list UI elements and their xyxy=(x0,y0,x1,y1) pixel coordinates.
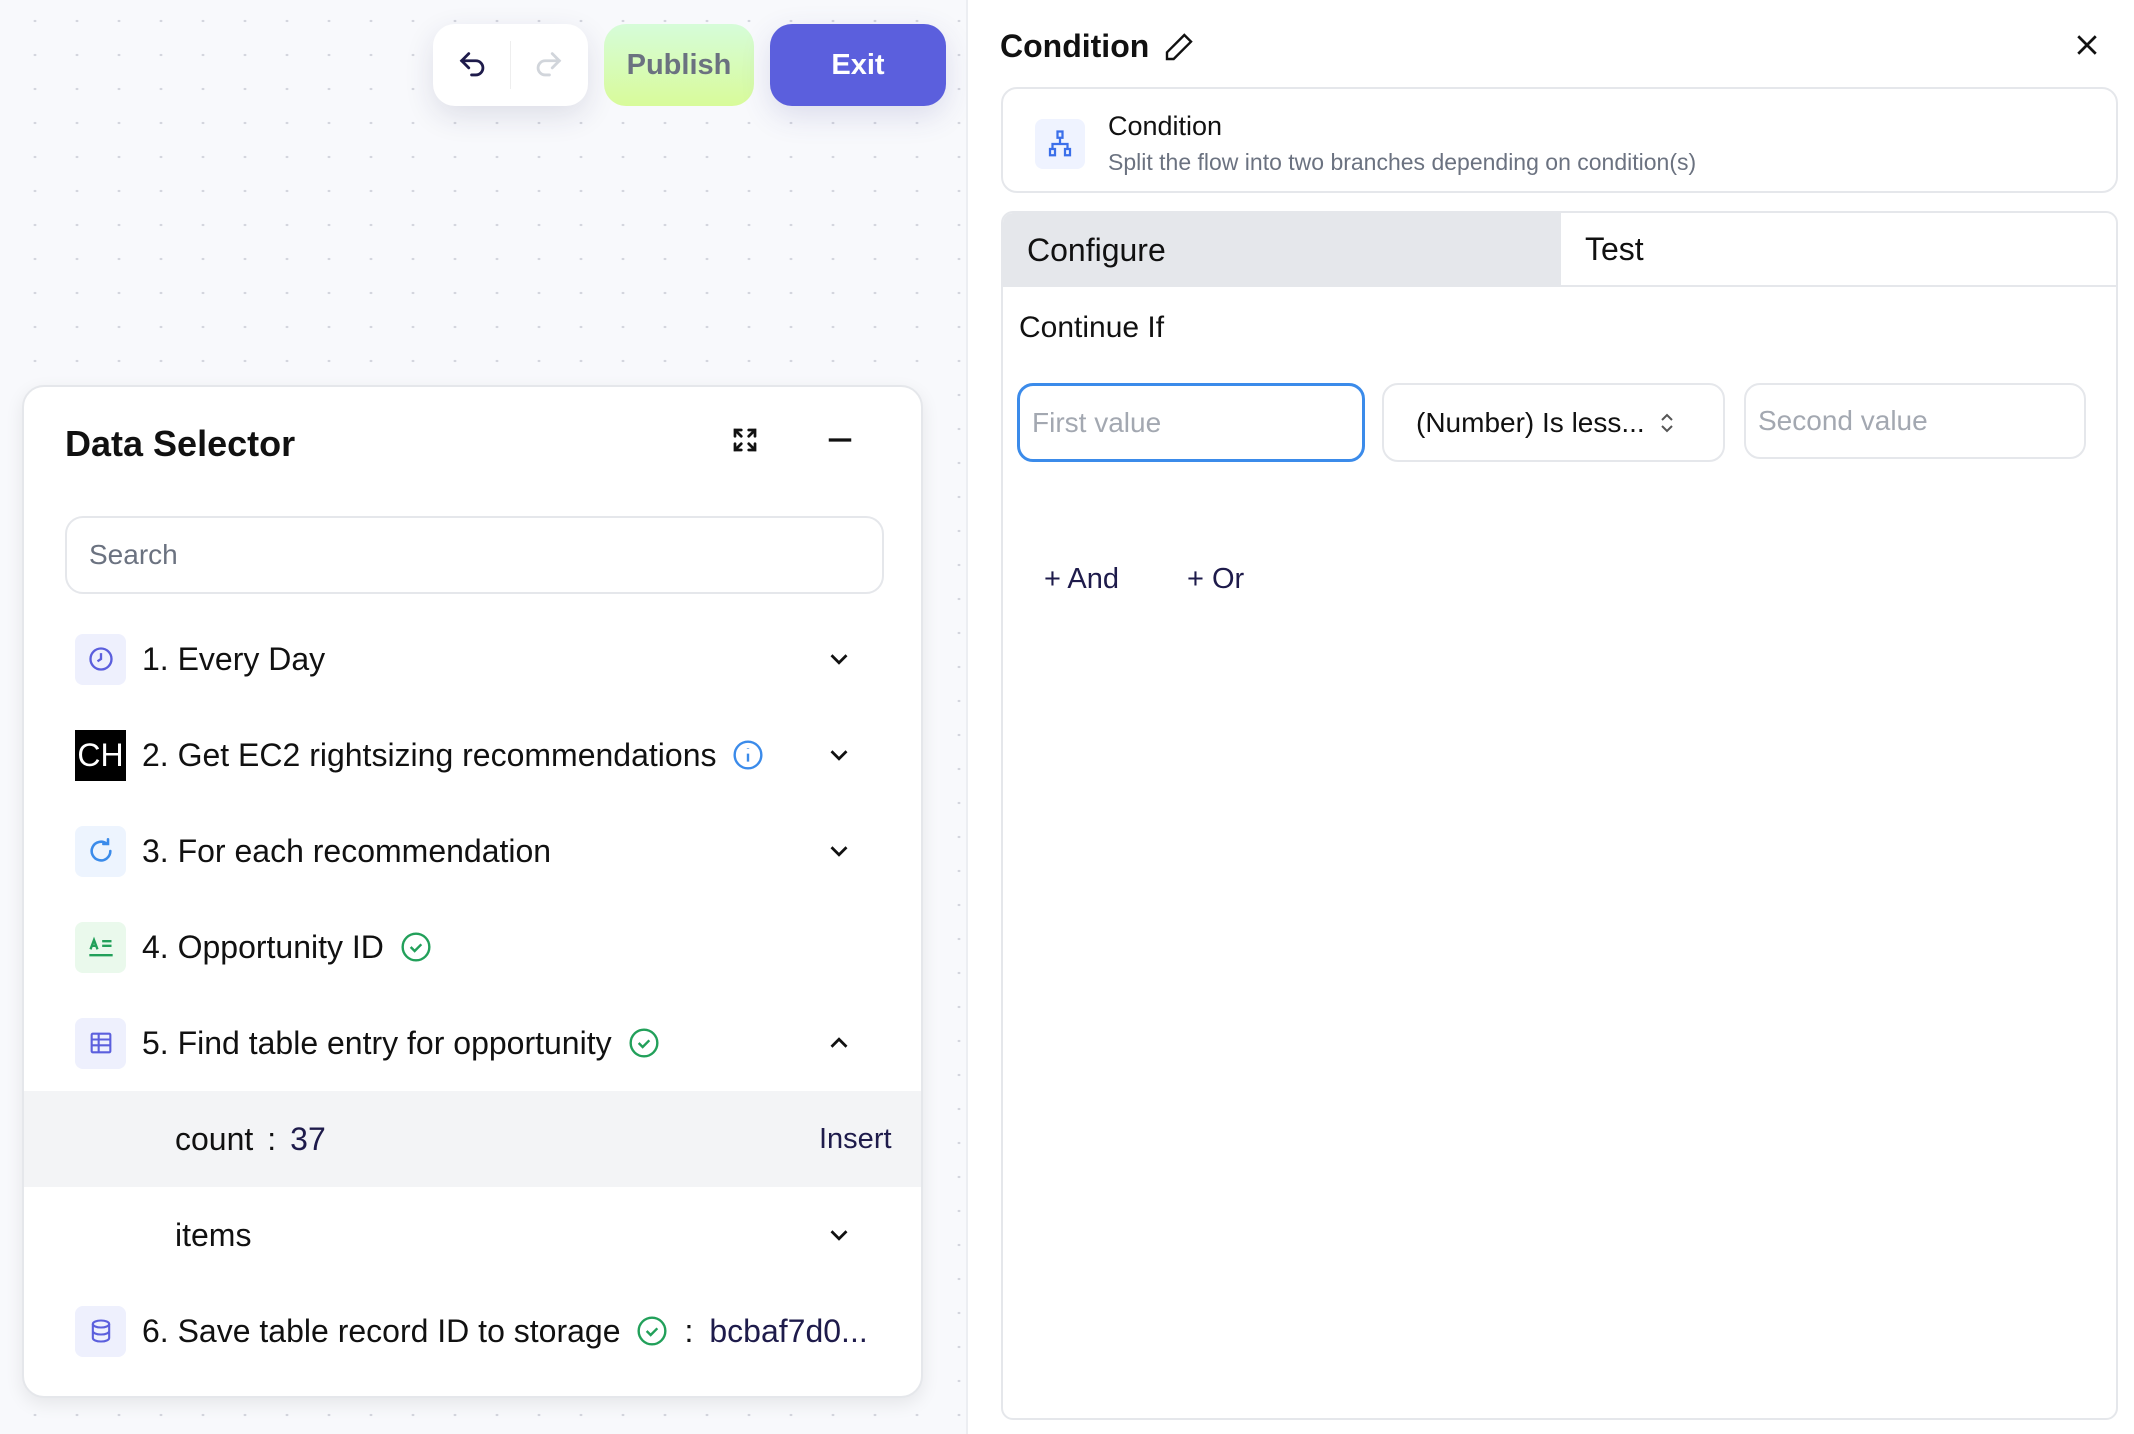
undo-icon xyxy=(459,52,485,77)
table-icon xyxy=(75,1017,126,1069)
insert-button[interactable]: Insert xyxy=(819,1122,892,1155)
loop-icon xyxy=(75,825,126,877)
clock-icon xyxy=(75,633,126,685)
undo-button[interactable] xyxy=(448,40,498,90)
text-icon xyxy=(75,921,126,973)
add-and-button[interactable]: + And xyxy=(1044,563,1119,595)
panel-title: Condition xyxy=(1000,28,1195,65)
field-items[interactable]: items xyxy=(24,1187,921,1283)
field-key: items xyxy=(175,1216,252,1253)
minus-icon xyxy=(828,438,852,442)
step-opportunity-id[interactable]: 4. Opportunity ID xyxy=(24,899,921,995)
pencil-icon[interactable] xyxy=(1163,31,1195,63)
chevron-down-icon[interactable] xyxy=(824,644,854,674)
field-count[interactable]: count : 37 Insert xyxy=(24,1091,921,1187)
check-circle-icon xyxy=(636,1315,668,1347)
section-label: Continue If xyxy=(1019,311,1165,344)
step-label: 2. Get EC2 rightsizing recommendations xyxy=(142,736,717,773)
minimize-button[interactable] xyxy=(824,425,856,460)
step-find-table-entry[interactable]: 5. Find table entry for opportunity xyxy=(24,995,921,1091)
operator-value: (Number) Is less... xyxy=(1416,406,1645,438)
tabs-container: Configure Test Continue If (Number) Is l… xyxy=(1001,211,2118,1420)
toolbar: Publish Exit xyxy=(433,24,946,106)
chevron-down-icon[interactable] xyxy=(824,1220,854,1250)
step-label: 4. Opportunity ID xyxy=(142,928,384,965)
undo-redo-group xyxy=(433,24,588,106)
step-value: bcbaf7d0... xyxy=(709,1312,868,1349)
publish-button[interactable]: Publish xyxy=(604,24,754,106)
check-circle-icon xyxy=(400,931,432,963)
info-icon[interactable] xyxy=(732,739,764,771)
step-label: 5. Find table entry for opportunity xyxy=(142,1024,612,1061)
separator: : xyxy=(684,1312,694,1349)
operator-select[interactable]: (Number) Is less... xyxy=(1382,383,1725,462)
redo-button[interactable] xyxy=(523,40,573,90)
expand-button[interactable] xyxy=(730,425,760,460)
step-every-day[interactable]: 1. Every Day xyxy=(24,611,921,707)
chevron-up-icon[interactable] xyxy=(824,1028,854,1058)
tab-configure[interactable]: Configure xyxy=(1003,213,1561,287)
data-selector-title: Data Selector xyxy=(65,423,296,464)
database-icon xyxy=(75,1305,126,1357)
card-title: Condition xyxy=(1108,111,1223,141)
condition-panel: Condition Condition Split the flow into … xyxy=(966,0,2134,1434)
data-selector-panel: Data Selector 1. Every Day CH 2. Get EC2… xyxy=(22,385,923,1398)
card-description: Split the flow into two branches dependi… xyxy=(1108,149,1697,175)
step-label: 3. For each recommendation xyxy=(142,832,552,869)
step-for-each[interactable]: 3. For each recommendation xyxy=(24,803,921,899)
step-save-record[interactable]: 6. Save table record ID to storage : bcb… xyxy=(24,1283,921,1379)
close-icon xyxy=(2077,35,2097,55)
second-value-input[interactable] xyxy=(1744,383,2086,459)
panel-title-text: Condition xyxy=(1000,28,1150,64)
step-label: 6. Save table record ID to storage xyxy=(142,1312,621,1349)
exit-button[interactable]: Exit xyxy=(770,24,946,106)
chevron-up-down-icon xyxy=(1661,413,1673,432)
search-input[interactable] xyxy=(65,516,884,594)
chevron-down-icon[interactable] xyxy=(824,740,854,770)
branch-icon xyxy=(1035,119,1085,169)
redo-icon xyxy=(536,52,562,77)
divider xyxy=(510,41,511,89)
chevron-down-icon[interactable] xyxy=(824,836,854,866)
first-value-input[interactable] xyxy=(1017,383,1365,462)
check-circle-icon xyxy=(628,1027,660,1059)
step-info-card: Condition Split the flow into two branch… xyxy=(1001,87,2118,193)
close-button[interactable] xyxy=(2072,30,2102,65)
expand-icon xyxy=(733,428,757,452)
ch-logo-icon: CH xyxy=(75,729,126,781)
field-value: 37 xyxy=(290,1120,326,1157)
add-or-button[interactable]: + Or xyxy=(1187,563,1245,595)
step-get-ec2[interactable]: CH 2. Get EC2 rightsizing recommendation… xyxy=(24,707,921,803)
separator: : xyxy=(267,1120,277,1157)
step-label: 1. Every Day xyxy=(142,640,326,677)
tab-test[interactable]: Test xyxy=(1561,213,2116,287)
field-key: count xyxy=(175,1120,254,1157)
